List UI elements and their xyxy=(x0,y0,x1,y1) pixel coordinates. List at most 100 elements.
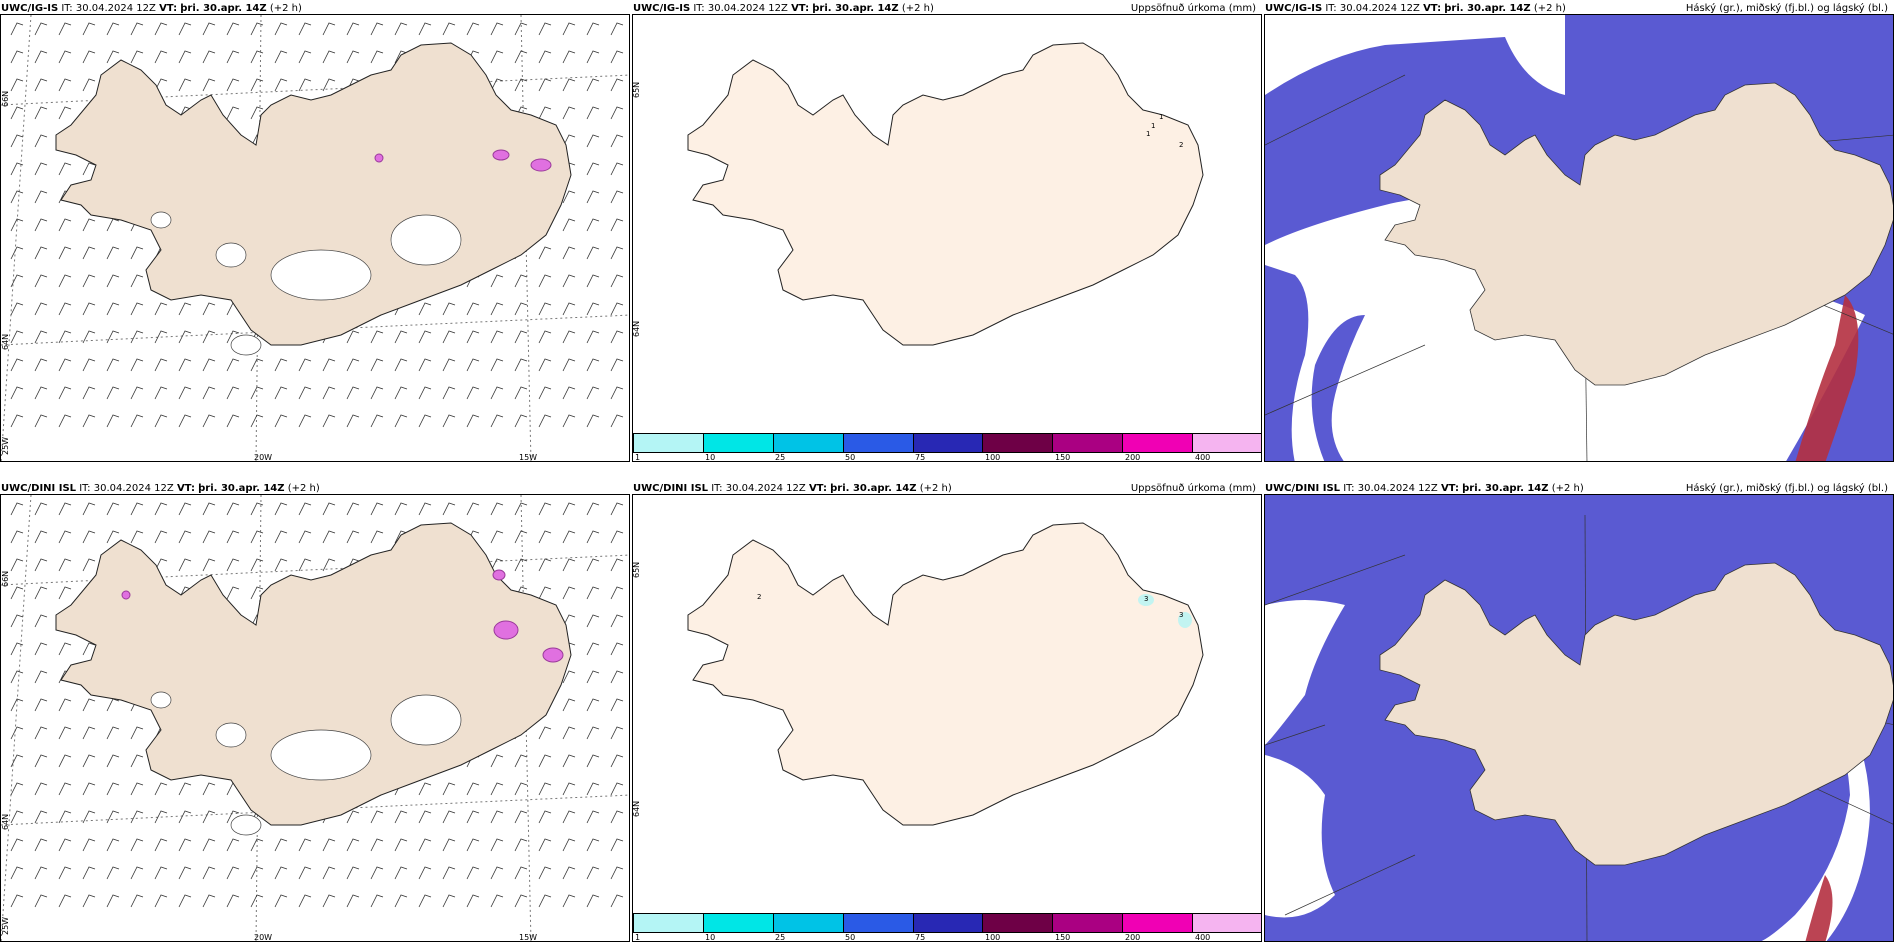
wind-barb xyxy=(250,866,264,880)
wind-barb xyxy=(610,586,624,600)
wind-barb xyxy=(130,50,144,64)
wind-barb xyxy=(610,218,624,232)
vt-label: VT: xyxy=(176,483,195,494)
wind-barb xyxy=(106,274,120,288)
colorbar-segment xyxy=(773,434,844,452)
wind-barb xyxy=(10,810,24,824)
wind-barb xyxy=(586,358,600,372)
wind-barb xyxy=(490,502,504,516)
wind-barb xyxy=(610,302,624,316)
wind-barb xyxy=(82,502,96,516)
wind-barb xyxy=(394,414,408,428)
wind-barb xyxy=(82,642,96,656)
wind-barb xyxy=(274,50,288,64)
high-cloud-fields xyxy=(1795,295,1859,461)
wind-barb xyxy=(58,810,72,824)
wind-barb xyxy=(178,358,192,372)
wind-barb xyxy=(610,78,624,92)
lat-label-64n: 64N xyxy=(632,800,641,817)
wind-barb xyxy=(322,414,336,428)
wind-barb xyxy=(610,190,624,204)
wind-barb xyxy=(58,414,72,428)
wind-barb xyxy=(106,330,120,344)
wind-barb xyxy=(226,50,240,64)
wind-barb xyxy=(442,414,456,428)
wind-barb xyxy=(490,558,504,572)
wind-barb xyxy=(58,106,72,120)
wind-barb xyxy=(250,586,264,600)
ice-cap xyxy=(150,211,172,229)
map-frame xyxy=(1264,14,1894,462)
wind-barb xyxy=(58,698,72,712)
wind-barb xyxy=(490,386,504,400)
wind-barb xyxy=(178,530,192,544)
wind-barb xyxy=(562,218,576,232)
wind-barb xyxy=(178,386,192,400)
wind-barb xyxy=(34,22,48,36)
wind-barb xyxy=(394,50,408,64)
wind-barb xyxy=(10,530,24,544)
wind-barb xyxy=(346,530,360,544)
precip-labels: 1 1 1 2 xyxy=(1146,113,1183,149)
panel-ig-is-wind: UWC/IG-IS IT: 30.04.2024 12Z VT: þri. 30… xyxy=(0,0,630,462)
wind-barb xyxy=(178,810,192,824)
wind-barb xyxy=(34,726,48,740)
panel-header: UWC/DINI ISL IT: 30.04.2024 12Z VT: þri.… xyxy=(1,480,320,498)
wind-barb xyxy=(538,726,552,740)
wind-barb xyxy=(82,894,96,908)
wind-barb xyxy=(274,78,288,92)
wind-barb xyxy=(10,726,24,740)
wind-barb xyxy=(82,358,96,372)
vt-label: VT: xyxy=(159,3,178,14)
wind-barb xyxy=(514,22,528,36)
colorbar-tick-label: 400 xyxy=(1195,933,1211,942)
wind-barb xyxy=(346,414,360,428)
wind-barb xyxy=(370,502,384,516)
wind-barb xyxy=(538,782,552,796)
wind-barb xyxy=(490,50,504,64)
wind-barb xyxy=(34,358,48,372)
wind-barb xyxy=(298,838,312,852)
wind-barb xyxy=(322,386,336,400)
colorbar-tick-label: 25 xyxy=(775,453,786,462)
wind-barb xyxy=(370,386,384,400)
wind-barb xyxy=(58,838,72,852)
wind-barb xyxy=(10,558,24,572)
iceland-landmass xyxy=(1379,82,1893,386)
convective-cells xyxy=(121,569,564,663)
wind-barb xyxy=(610,502,624,516)
wind-barb xyxy=(586,162,600,176)
wind-barb xyxy=(130,246,144,260)
wind-barb xyxy=(514,866,528,880)
wind-barb xyxy=(250,838,264,852)
panel-header: UWC/IG-IS IT: 30.04.2024 12Z VT: þri. 30… xyxy=(1265,0,1566,18)
wind-barb xyxy=(10,502,24,516)
wind-barb xyxy=(58,642,72,656)
wind-barb xyxy=(154,358,168,372)
wind-barb xyxy=(466,782,480,796)
wind-barb xyxy=(82,810,96,824)
high-cloud-fields xyxy=(1805,875,1833,941)
wind-barb xyxy=(10,782,24,796)
wind-barb xyxy=(34,190,48,204)
colorbar-tick-label: 75 xyxy=(915,933,926,942)
wind-barb xyxy=(130,810,144,824)
wind-barb xyxy=(202,502,216,516)
wind-barb xyxy=(562,502,576,516)
wind-barb xyxy=(178,330,192,344)
wind-barb xyxy=(58,530,72,544)
wind-barb xyxy=(226,586,240,600)
wind-barb xyxy=(106,726,120,740)
wind-barb xyxy=(34,530,48,544)
wind-barb xyxy=(514,302,528,316)
vt-label: VT: xyxy=(791,3,810,14)
wind-barb xyxy=(466,866,480,880)
colorbar-tick-label: 150 xyxy=(1055,453,1071,462)
wind-barb xyxy=(10,162,24,176)
it-label: IT: xyxy=(693,3,705,14)
wind-barb xyxy=(58,162,72,176)
wind-barb xyxy=(490,22,504,36)
wind-barb xyxy=(442,386,456,400)
wind-barb xyxy=(10,754,24,768)
wind-barb xyxy=(130,22,144,36)
